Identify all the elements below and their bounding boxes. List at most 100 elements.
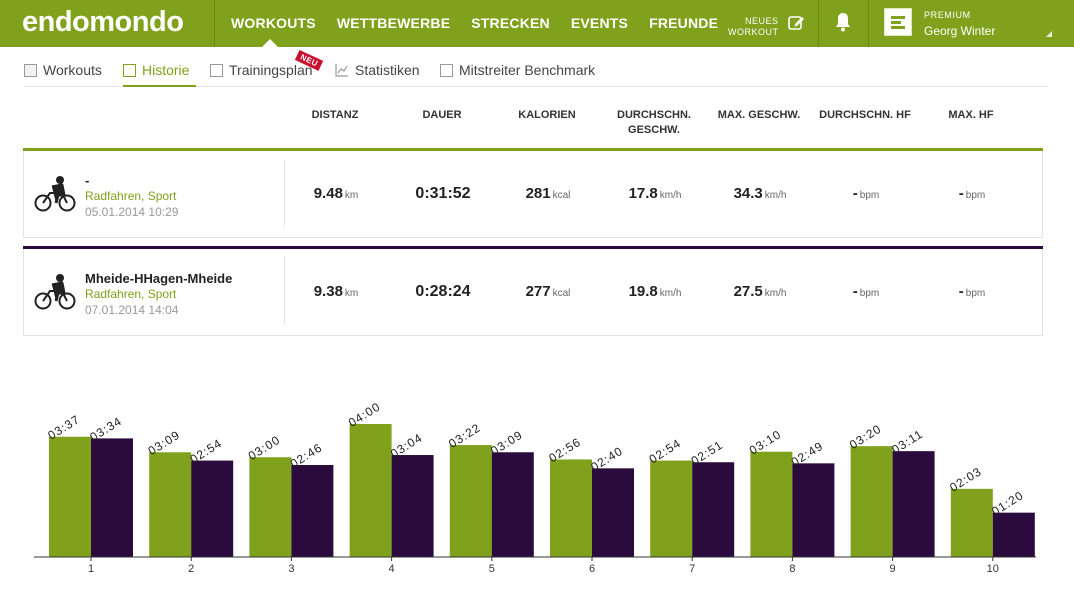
- tab-history[interactable]: Historie: [123, 62, 189, 78]
- tab-statistics[interactable]: Statistiken: [335, 62, 420, 78]
- new-workout-label-1: NEUES: [744, 16, 779, 26]
- cycling-icon: [34, 176, 76, 212]
- bar[interactable]: [291, 465, 334, 557]
- x-tick-label: 4: [389, 563, 395, 575]
- distance-value: 9.48 km: [313, 185, 359, 202]
- bar[interactable]: [792, 463, 835, 557]
- document-icon: [210, 63, 223, 77]
- bar[interactable]: [992, 512, 1035, 557]
- tab-training-plan-label: Trainingsplan: [229, 62, 313, 78]
- distance-value: 9.38 km: [313, 283, 359, 300]
- new-workout-label-2: WORKOUT: [728, 27, 779, 37]
- bar[interactable]: [491, 452, 534, 557]
- x-tick-label: 8: [789, 563, 795, 575]
- x-tick-label: 7: [689, 563, 695, 575]
- workout-row[interactable]: Mheide-HHagen-Mheide Radfahren, Sport 07…: [23, 246, 1043, 336]
- bar[interactable]: [149, 452, 192, 557]
- row-color-bar: [23, 148, 1043, 151]
- nav-events[interactable]: EVENTS: [570, 15, 629, 31]
- tab-statistics-label: Statistiken: [355, 62, 420, 78]
- workout-sport[interactable]: Radfahren, Sport: [85, 287, 177, 301]
- bar[interactable]: [191, 460, 234, 557]
- logo-text: endomondo: [22, 6, 184, 38]
- workout-title[interactable]: Mheide-HHagen-Mheide: [85, 271, 233, 286]
- bar[interactable]: [592, 468, 634, 557]
- cycling-icon: [34, 274, 76, 310]
- x-tick-label: 1: [88, 563, 94, 575]
- divider: [868, 0, 869, 47]
- user-menu-caret-icon[interactable]: [1040, 31, 1052, 37]
- bell-icon[interactable]: [834, 12, 852, 32]
- workout-date: 05.01.2014 10:29: [85, 205, 179, 219]
- workout-date: 07.01.2014 14:04: [85, 303, 179, 317]
- bar[interactable]: [692, 462, 735, 557]
- divider: [284, 159, 285, 227]
- avg-hr-value: - bpm: [852, 283, 880, 300]
- avg-speed-value: 19.8 km/h: [628, 283, 682, 300]
- tab-training-plan[interactable]: Trainingsplan: [210, 62, 313, 78]
- bar[interactable]: [550, 459, 592, 557]
- avatar[interactable]: [884, 8, 912, 36]
- bar[interactable]: [850, 446, 893, 557]
- bar[interactable]: [892, 451, 935, 557]
- calories-value: 277 kcal: [525, 283, 571, 300]
- tab-benchmark[interactable]: Mitstreiter Benchmark: [440, 62, 595, 78]
- max-speed-value: 27.5 km/h: [733, 283, 787, 300]
- active-tab-underline: [123, 85, 196, 87]
- x-tick-label: 3: [288, 563, 294, 575]
- divider: [818, 0, 819, 47]
- col-avg-hr[interactable]: DURCHSCHN. HF: [819, 109, 911, 121]
- col-max-speed[interactable]: MAX. GESCHW.: [717, 109, 801, 121]
- workout-row[interactable]: - Radfahren, Sport 05.01.2014 10:29 9.48…: [23, 148, 1043, 238]
- col-avg-speed[interactable]: DURCHSCHN. GESCHW.: [617, 109, 691, 136]
- avg-speed-value: 17.8 km/h: [628, 185, 682, 202]
- bar[interactable]: [950, 488, 993, 557]
- x-tick-label: 6: [589, 563, 595, 575]
- main-nav: WORKOUTS WETTBEWERBE STRECKEN EVENTS FRE…: [231, 15, 718, 31]
- col-max-hr[interactable]: MAX. HF: [948, 109, 994, 121]
- bar[interactable]: [391, 455, 434, 557]
- divider: [214, 0, 215, 47]
- nav-routes[interactable]: STRECKEN: [471, 15, 550, 31]
- sub-tabs: Workouts Historie Trainingsplan Statisti…: [24, 56, 1047, 87]
- row-color-bar: [23, 246, 1043, 249]
- divider: [284, 257, 285, 325]
- x-tick-label: 5: [489, 563, 495, 575]
- bar[interactable]: [449, 445, 492, 557]
- col-duration[interactable]: DAUER: [422, 109, 462, 121]
- bar[interactable]: [750, 451, 793, 557]
- duration-value: 0:31:52: [415, 185, 471, 202]
- max-speed-value: 34.3 km/h: [733, 185, 787, 202]
- max-hr-value: - bpm: [958, 283, 986, 300]
- nav-workouts[interactable]: WORKOUTS: [231, 15, 316, 31]
- col-distance[interactable]: DISTANZ: [311, 109, 359, 121]
- endomondo-logo[interactable]: endomondo: [22, 6, 184, 39]
- nav-friends[interactable]: FREUNDE: [649, 15, 719, 31]
- workouts-icon: [24, 63, 37, 77]
- bar[interactable]: [91, 438, 133, 557]
- username[interactable]: Georg Winter: [924, 24, 996, 38]
- list-icon: [123, 63, 136, 77]
- benchmark-icon: [440, 63, 453, 77]
- top-bar: endomondo WORKOUTS WETTBEWERBE STRECKEN …: [0, 0, 1074, 47]
- bar[interactable]: [49, 436, 91, 557]
- duration-value: 0:28:24: [415, 283, 471, 300]
- new-workout-button[interactable]: NEUES WORKOUT: [728, 16, 779, 38]
- active-nav-caret: [262, 39, 278, 47]
- chart-line-icon: [335, 64, 348, 77]
- edit-icon[interactable]: [788, 14, 805, 31]
- bar[interactable]: [650, 460, 693, 557]
- calories-value: 281 kcal: [525, 185, 571, 202]
- max-hr-value: - bpm: [958, 185, 986, 202]
- avg-hr-value: - bpm: [852, 185, 880, 202]
- tab-workouts-label: Workouts: [43, 62, 102, 78]
- bar[interactable]: [249, 457, 292, 557]
- nav-competitions[interactable]: WETTBEWERBE: [336, 15, 451, 31]
- workout-sport[interactable]: Radfahren, Sport: [85, 189, 177, 203]
- workout-title[interactable]: -: [85, 173, 90, 188]
- tab-workouts[interactable]: Workouts: [24, 62, 102, 78]
- col-calories[interactable]: KALORIEN: [518, 109, 576, 121]
- x-tick-label: 9: [890, 563, 896, 575]
- bar[interactable]: [349, 424, 392, 557]
